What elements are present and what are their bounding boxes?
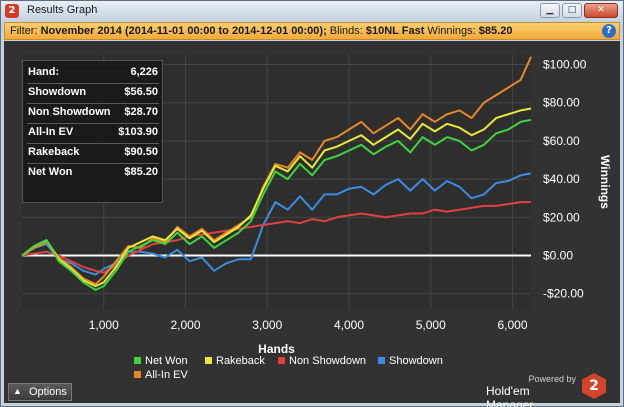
product-name: Hold'em Manager	[486, 384, 534, 407]
options-label: Options	[29, 386, 67, 398]
series-line-rakeback	[21, 107, 532, 288]
filter-text: Filter: November 2014 (2014-11-01 00:00 …	[10, 25, 512, 37]
hem2-logo-icon: 2	[582, 373, 606, 399]
help-icon[interactable]: ?	[602, 24, 616, 38]
y-tick-label: $40.00	[543, 172, 580, 186]
series-line-showdown	[21, 172, 532, 276]
stat-label: All-In EV	[28, 126, 74, 138]
x-tick-label: 6,000	[498, 318, 528, 332]
close-button[interactable]: ✕	[584, 3, 618, 18]
stat-row-hands: Hand: 6,226	[28, 66, 160, 82]
legend-swatch	[378, 357, 385, 364]
options-button[interactable]: ▲ Options	[8, 383, 72, 401]
x-tick-label: 3,000	[252, 318, 282, 332]
stat-divider	[27, 103, 159, 104]
legend-item-net-won[interactable]: Net Won	[134, 355, 188, 367]
y-tick-label: -$20.00	[543, 287, 584, 301]
x-tick-label: 4,000	[334, 318, 364, 332]
stat-divider	[27, 83, 159, 84]
series-line-all-in-ev	[21, 56, 532, 286]
legend-item-non-showdown[interactable]: Non Showdown	[278, 355, 366, 367]
x-tick-label: 5,000	[416, 318, 446, 332]
stat-value: $28.70	[124, 106, 158, 118]
legend-item-showdown[interactable]: Showdown	[378, 355, 443, 367]
stat-value: 6,226	[130, 66, 158, 78]
caret-up-icon: ▲	[13, 386, 22, 396]
stat-label: Hand:	[28, 66, 60, 78]
hem2-app-icon: 2	[5, 4, 19, 18]
filter-blinds-value: $10NL Fast	[365, 25, 425, 37]
stat-divider	[27, 163, 159, 164]
legend-swatch	[134, 357, 141, 364]
filter-bar: Filter: November 2014 (2014-11-01 00:00 …	[4, 22, 620, 40]
stats-panel: Hand: 6,226 Showdown $56.50 Non Showdown…	[22, 60, 163, 203]
filter-winnings-value: $85.20	[478, 25, 513, 37]
stat-row-showdown: Showdown $56.50	[28, 86, 160, 102]
stat-row-non-showdown: Non Showdown $28.70	[28, 106, 160, 122]
legend-item-rakeback[interactable]: Rakeback	[205, 355, 265, 367]
legend-label: Showdown	[389, 355, 443, 367]
stat-label: Rakeback	[28, 146, 80, 158]
stat-value: $103.90	[118, 126, 158, 138]
legend-label: All-In EV	[145, 369, 188, 381]
y-tick-label: $20.00	[543, 210, 580, 224]
y-axis-label: Winnings	[598, 155, 612, 209]
legend-label: Net Won	[145, 355, 188, 367]
stat-label: Net Won	[28, 166, 73, 178]
x-tick-label: 1,000	[89, 318, 119, 332]
filter-prefix: Filter:	[10, 25, 41, 37]
stat-row-net-won: Net Won $85.20	[28, 166, 160, 182]
stat-value: $90.50	[124, 146, 158, 158]
stat-row-rakeback: Rakeback $90.50	[28, 146, 160, 162]
y-tick-label: $0.00	[543, 249, 573, 263]
results-chart: 1,000 2,000 3,000 4,000 5,000 6,000 -$20.00 $0.…	[21, 55, 612, 356]
series-line-net-won	[21, 118, 532, 291]
legend-swatch	[205, 357, 212, 364]
filter-date-range: November 2014 (2014-11-01 00:00 to 2014-…	[40, 25, 327, 37]
y-tick-label: $60.00	[543, 134, 580, 148]
powered-by-badge: Powered by Hold'em Manager 2	[486, 373, 606, 407]
stat-label: Non Showdown	[28, 106, 110, 118]
stat-value: $56.50	[124, 86, 158, 98]
legend-label: Rakeback	[216, 355, 265, 367]
graph-area: 1,000 2,000 3,000 4,000 5,000 6,000 -$20.00 $0.…	[4, 41, 620, 407]
stat-label: Showdown	[28, 86, 87, 98]
x-axis-label: Hands	[258, 342, 295, 356]
legend-swatch	[134, 371, 141, 378]
title-bar[interactable]: 2 Results Graph ▁ □ ✕	[1, 1, 623, 21]
stat-value: $85.20	[124, 166, 158, 178]
legend-label: Non Showdown	[289, 355, 367, 367]
minimize-button[interactable]: ▁	[540, 3, 560, 18]
powered-by-text: Powered by	[528, 374, 576, 384]
series-line-non-showdown	[21, 201, 531, 274]
stat-divider	[27, 143, 159, 144]
y-tick-label: $100.00	[543, 58, 587, 72]
filter-winnings-label: Winnings:	[424, 25, 479, 37]
y-tick-label: $80.00	[543, 96, 580, 110]
legend-item-all-in-ev[interactable]: All-In EV	[134, 369, 188, 381]
maximize-button[interactable]: □	[562, 3, 582, 18]
x-tick-label: 2,000	[170, 318, 200, 332]
stat-divider	[27, 123, 159, 124]
filter-blinds-label: Blinds:	[326, 25, 366, 37]
legend-swatch	[278, 357, 285, 364]
window-title: Results Graph	[27, 4, 98, 16]
stat-row-all-in-ev: All-In EV $103.90	[28, 126, 160, 142]
